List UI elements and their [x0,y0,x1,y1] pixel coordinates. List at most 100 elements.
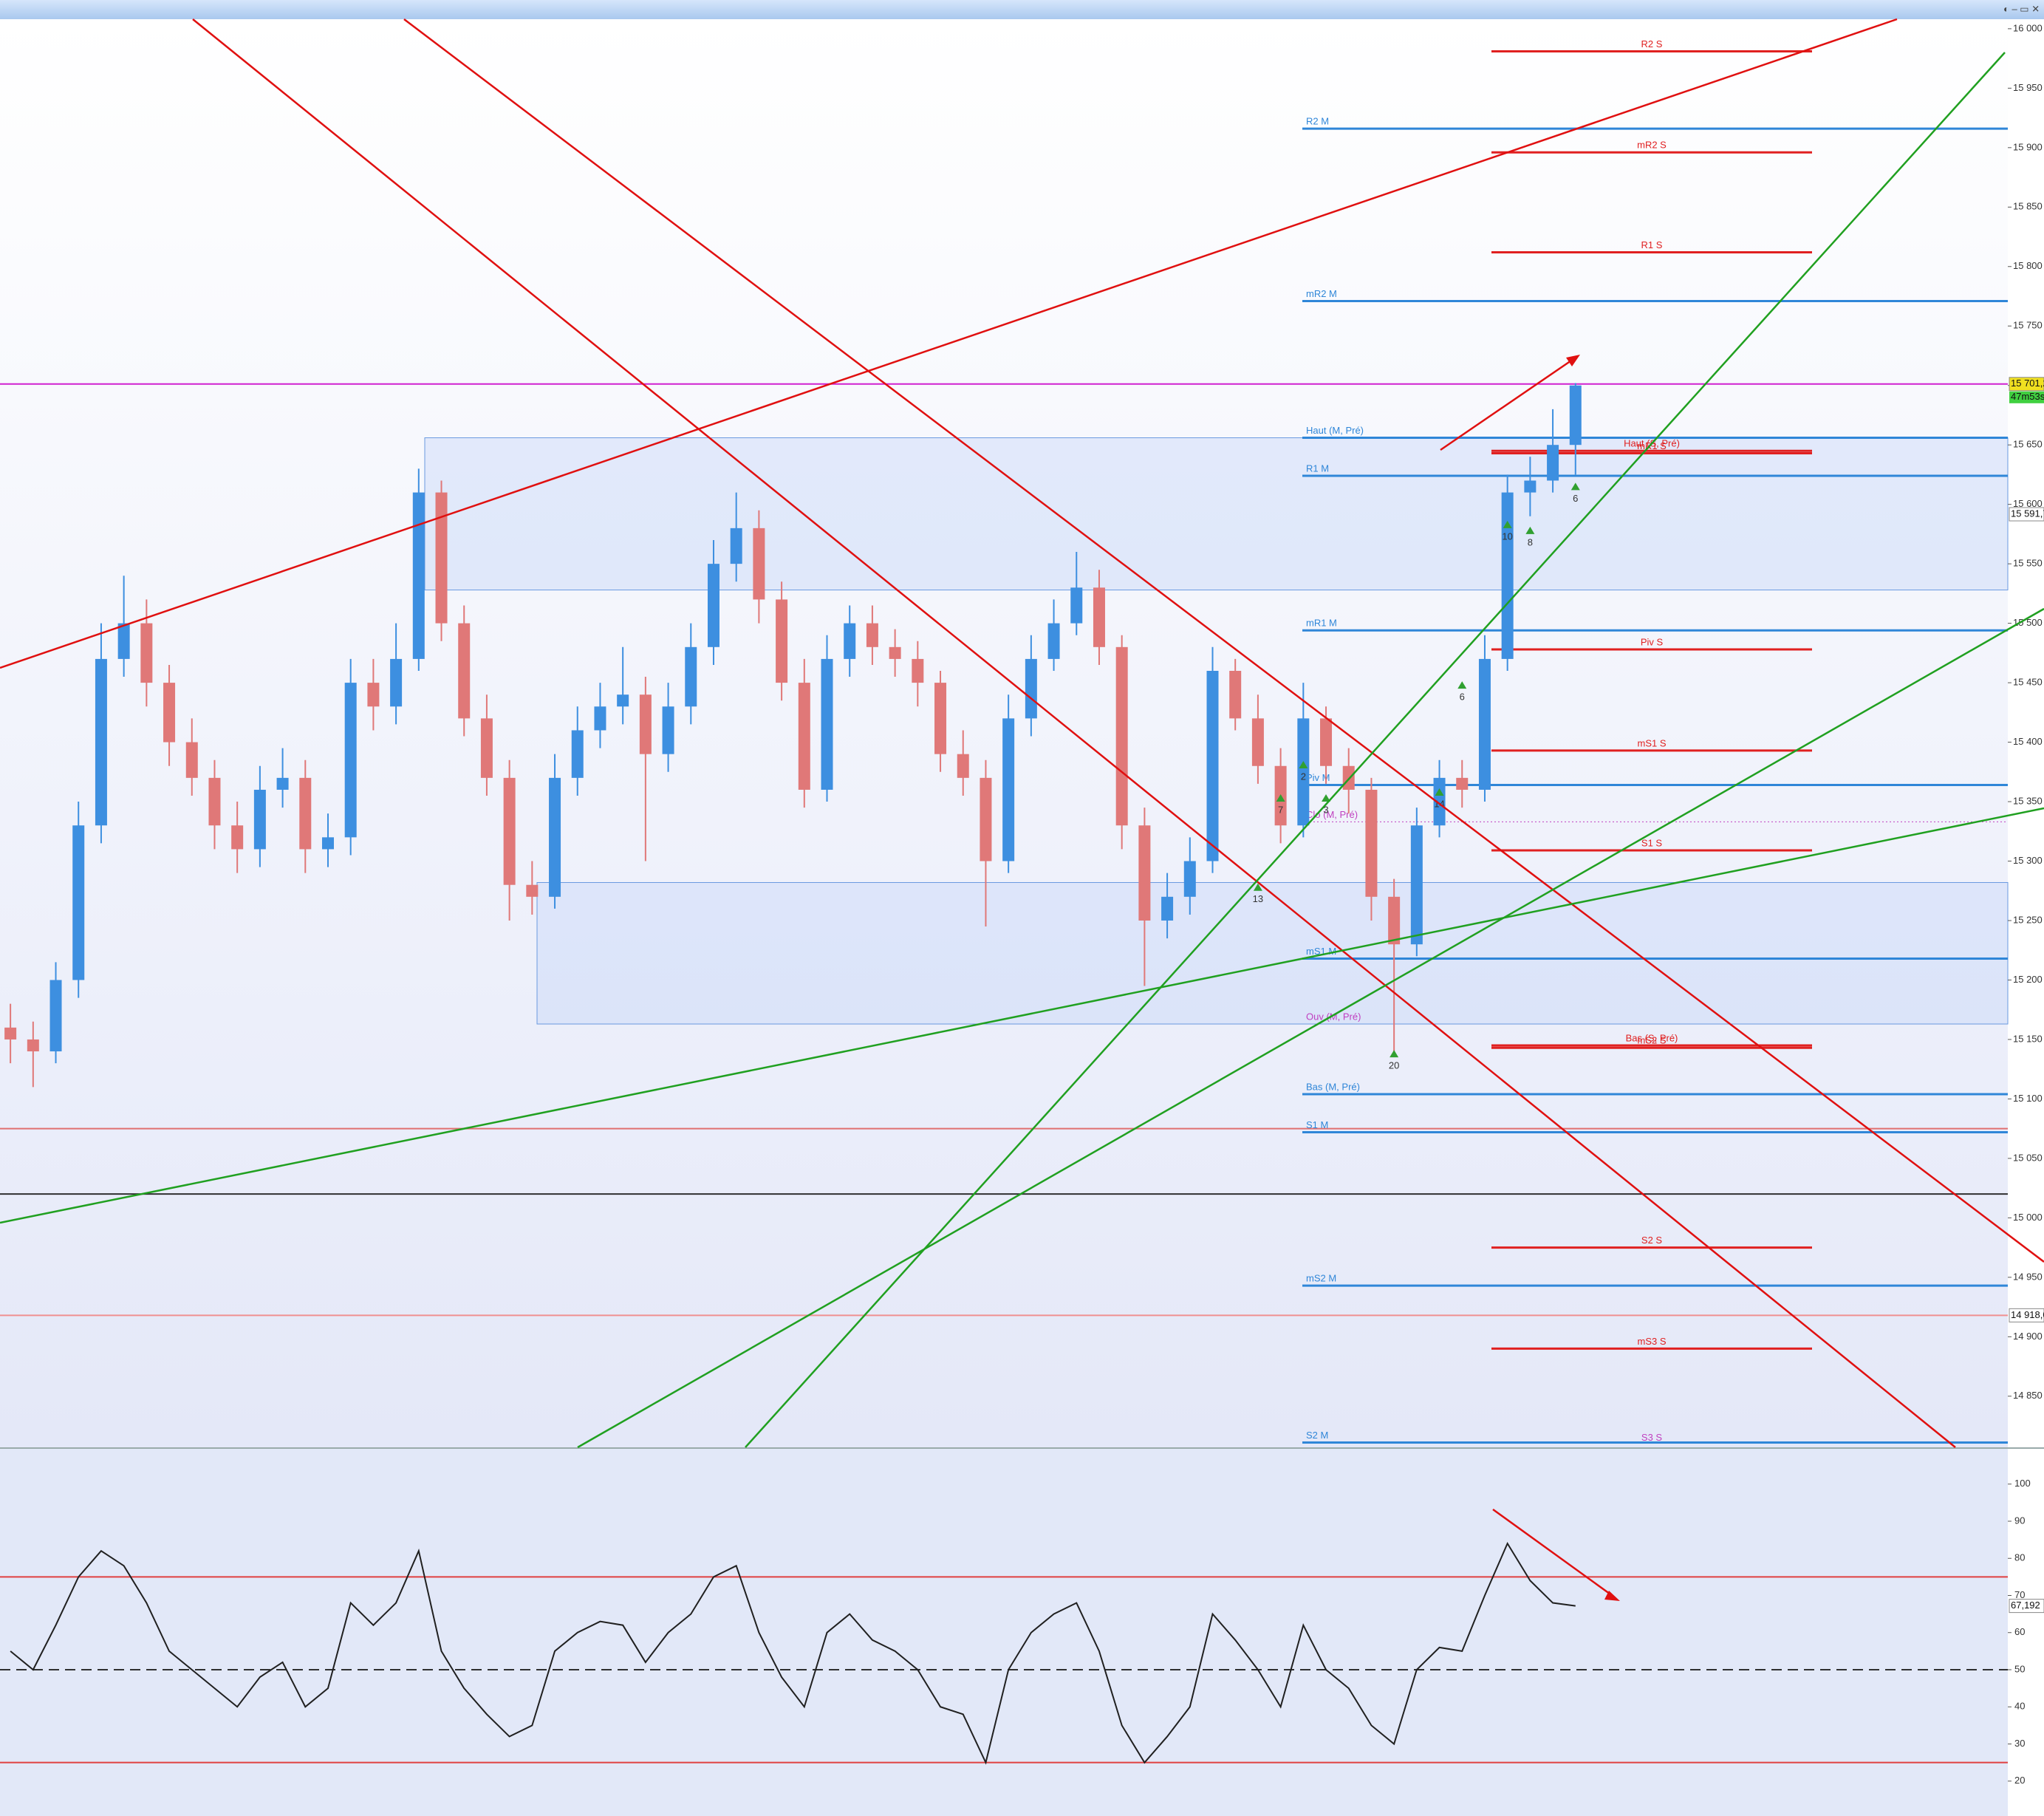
candle-body [753,528,765,600]
axis-panel [2008,19,2044,1816]
candle-body [662,706,674,754]
pivot-label: S1 S [1641,837,1663,848]
candle-body [321,837,334,850]
candle-body [163,683,176,743]
price-marker-label: 15 591,7 [2011,508,2044,519]
trendline [0,807,2044,1224]
y-tick-label: 14 850 [2013,1390,2043,1401]
candle-body [1047,623,1060,659]
candle-body [526,884,539,897]
rsi-line [10,1541,1576,1765]
pivot-label: R2 S [1641,38,1663,50]
timer-box [2009,391,2044,403]
candle-body [1501,492,1514,659]
candle-body [617,694,629,707]
y-tick-label: 15 500 [2013,617,2043,628]
signal-label: 2 [1301,771,1306,782]
pivot-label: mS2 S [1637,1035,1666,1046]
candle-body [934,683,947,754]
candle-body [549,777,561,897]
y-tick-label: 50 [2014,1663,2025,1674]
rsi-panel [0,1449,2008,1816]
signal-label: 3 [1323,804,1328,815]
candle-body [458,623,471,719]
candle-body [1524,480,1537,493]
candle-body [435,492,448,624]
rsi-marker [2009,1599,2044,1614]
pivot-label: mS3 S [1637,1336,1666,1347]
price-marker-label: 14 918,0 [2011,1309,2044,1320]
signal-arrow [1253,883,1262,891]
y-tick-label: 60 [2014,1626,2025,1637]
candle-body [594,706,606,731]
y-tick-label: 100 [2014,1478,2031,1489]
signal-label: 6 [1573,493,1578,504]
price-marker [2009,507,2044,522]
y-tick-label: 15 900 [2013,141,2043,152]
candle-body [1320,718,1333,766]
candle-body [299,777,312,850]
signal-label: 10 [1502,530,1512,542]
candle-body [367,683,380,707]
y-tick-label: 14 950 [2013,1271,2043,1282]
y-tick-label: 15 600 [2013,498,2043,509]
y-tick-label: 14 900 [2013,1331,2043,1342]
candle-body [889,646,901,659]
candle-body [140,623,153,683]
pivot-label: R2 M [1306,116,1329,127]
candle-body [117,623,130,659]
signal-label: 13 [1253,893,1263,904]
signal-label: 7 [1278,804,1283,815]
arrow-head [1604,1591,1620,1601]
title-bar [0,0,2044,19]
y-tick-label: 15 950 [2013,82,2043,93]
trendline [577,607,2044,1449]
candle-body [1388,896,1401,945]
pivot-label: mR2 M [1306,288,1337,299]
y-tick-label: 15 100 [2013,1093,2043,1104]
zone [424,437,2009,591]
y-tick-label: 15 550 [2013,558,2043,569]
candle-body [1478,658,1491,790]
candle-body [1002,718,1015,861]
candle-body [821,658,833,790]
candle-body [866,623,878,647]
signal-arrow [1525,526,1535,534]
plot: 14 850 14 900 14 950 15 000 15 050 15 100 15 1… [0,22,2044,1786]
candle-body [27,1039,39,1052]
window-buttons[interactable]: ◐ – ▭ ✕ [2003,3,2040,14]
signal-arrow [1276,794,1285,802]
candle-body [276,777,289,790]
pivot-label: S1 M [1306,1119,1328,1130]
candle-body [1569,385,1582,446]
zone [536,881,2009,1025]
signal-arrow [1299,760,1308,768]
signal-arrow [1503,520,1512,528]
pivot-label: Piv M [1306,772,1330,783]
y-tick-label: 15 250 [2013,914,2043,925]
candle-body [571,730,584,778]
candle-body [912,658,924,683]
candle-body [1161,896,1174,921]
candle-body [1070,587,1083,624]
y-tick-label: 15 350 [2013,795,2043,806]
candle-body [72,825,85,980]
trendline [0,18,1898,669]
price-marker [2009,377,2044,392]
candle-body [412,492,425,659]
y-tick-label: 16 000 [2013,22,2043,33]
signal-label: 6 [1460,692,1465,703]
candle-body [1433,777,1446,826]
candle-body [1410,825,1423,945]
candle-body [49,980,62,1052]
candle-body [208,777,221,826]
candle-body [685,646,697,707]
y-tick-label: 15 050 [2013,1152,2043,1163]
y-tick-label: 15 800 [2013,260,2043,271]
trendline [403,18,2044,1263]
candle-body [798,683,810,790]
candle-body [1365,789,1378,897]
trendline [192,18,1956,1448]
candle-body [1297,718,1310,826]
